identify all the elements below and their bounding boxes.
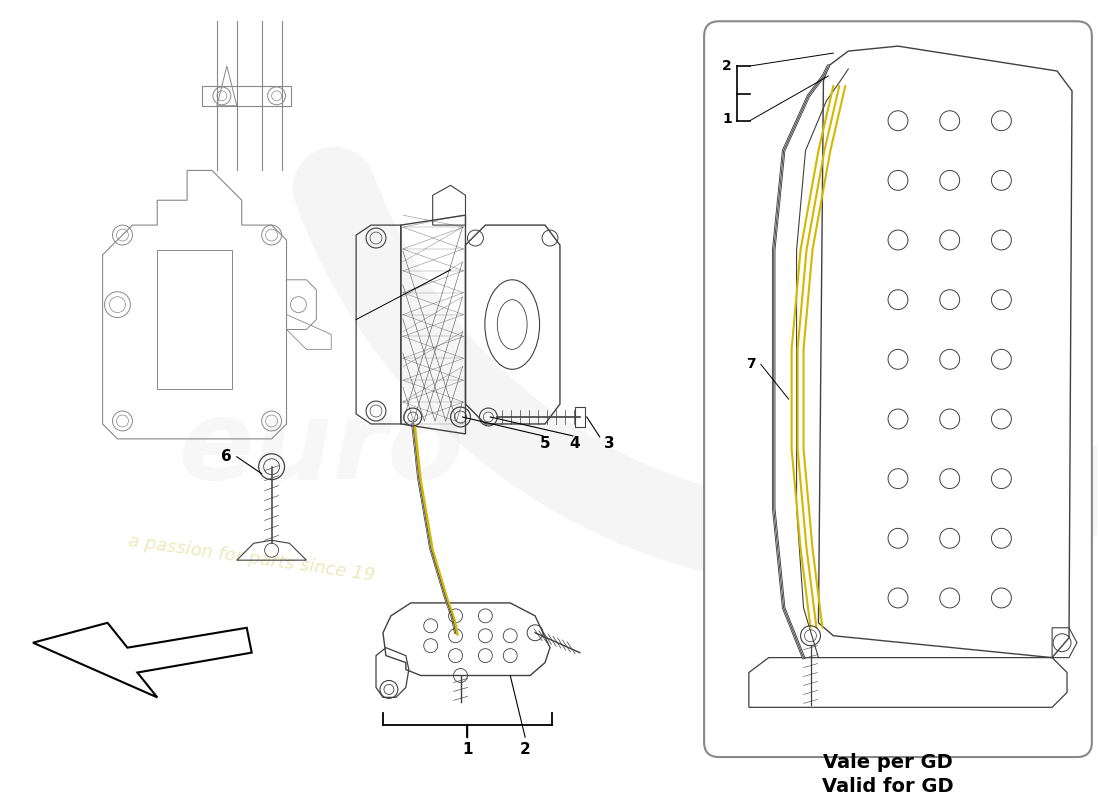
Text: 2: 2 (520, 742, 530, 757)
Text: 3: 3 (604, 436, 615, 451)
Text: 1: 1 (722, 112, 732, 126)
Text: 6: 6 (221, 450, 232, 464)
Text: 1: 1 (462, 742, 473, 757)
Text: 2: 2 (722, 59, 732, 73)
FancyBboxPatch shape (704, 22, 1092, 757)
Text: 4: 4 (570, 436, 580, 451)
Text: Vale per GD: Vale per GD (823, 753, 953, 771)
Text: a passion for parts since 19: a passion for parts since 19 (128, 532, 376, 585)
Text: Valid for GD: Valid for GD (822, 778, 954, 796)
Polygon shape (33, 623, 252, 698)
Text: euro: euro (178, 395, 464, 502)
Text: 5: 5 (540, 436, 550, 451)
Text: 7: 7 (746, 358, 756, 371)
